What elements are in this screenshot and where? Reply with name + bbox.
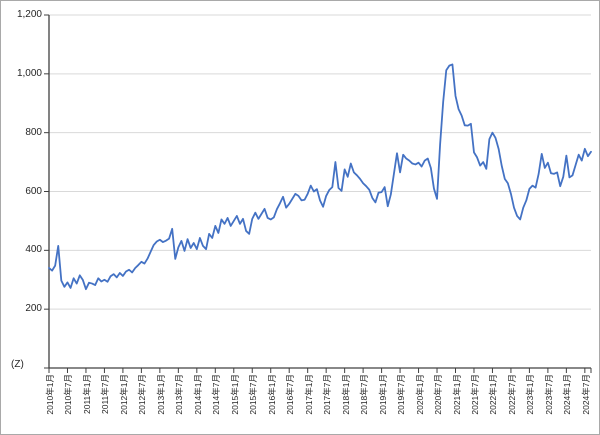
y-axis-unit-label: (Z): [11, 359, 24, 370]
x-axis-tick-label: 2011年1月: [81, 374, 92, 415]
x-axis-tick-label: 2020年1月: [414, 374, 425, 415]
x-axis-tick-label: 2023年7月: [543, 374, 554, 415]
x-axis-tick-label: 2020年7月: [433, 374, 444, 415]
x-axis-tick-label: 2015年7月: [248, 374, 259, 415]
x-axis-tick-label: 2010年1月: [45, 374, 55, 415]
x-axis-tick-label: 2012年7月: [137, 374, 148, 415]
x-axis-tick-label: 2011年7月: [100, 374, 111, 415]
x-axis-tick-label: 2018年1月: [340, 374, 351, 415]
x-axis-tick-label: 2015年1月: [229, 374, 240, 415]
x-axis-tick-label: 2017年7月: [322, 374, 333, 415]
x-axis-tick-label: 2014年7月: [211, 374, 222, 415]
x-axis-tick-label: 2016年7月: [285, 374, 296, 415]
x-axis-tick-label: 2021年1月: [451, 374, 462, 415]
x-axis-tick-label: 2024年1月: [562, 374, 573, 415]
y-axis-tick-label: 1,000: [16, 67, 42, 79]
x-axis-tick-label: 2016年1月: [266, 374, 277, 415]
y-axis-tick-label: 800: [25, 126, 42, 138]
x-axis-tick-label: 2012年1月: [118, 374, 129, 415]
x-axis-tick-label: 2013年7月: [174, 374, 185, 415]
x-axis-tick-label: 2019年7月: [396, 374, 407, 415]
x-axis-tick-label: 2022年7月: [506, 374, 517, 415]
y-axis-tick-label: 200: [25, 303, 42, 315]
x-axis-tick-label: 2023年1月: [525, 374, 536, 415]
y-axis-tick-label: 1,200: [16, 9, 42, 20]
x-axis-tick-label: 2022年1月: [488, 374, 499, 415]
x-axis-tick-label: 2013年1月: [155, 374, 166, 415]
x-axis-tick-label: 2017年1月: [303, 374, 314, 415]
data-series-line: [48, 63, 592, 291]
x-axis-tick-label: 2010年7月: [63, 374, 74, 415]
x-axis-tick-label: 2014年1月: [192, 374, 203, 415]
x-axis-tick-label: 2024年7月: [580, 374, 591, 415]
x-axis-tick-label: 2019年1月: [377, 374, 388, 415]
x-axis-tick-label: 2018年7月: [359, 374, 370, 415]
y-axis-tick-label: 400: [25, 244, 42, 256]
y-axis-tick-label: 600: [25, 185, 42, 197]
x-axis-tick-label: 2021年7月: [469, 374, 480, 415]
